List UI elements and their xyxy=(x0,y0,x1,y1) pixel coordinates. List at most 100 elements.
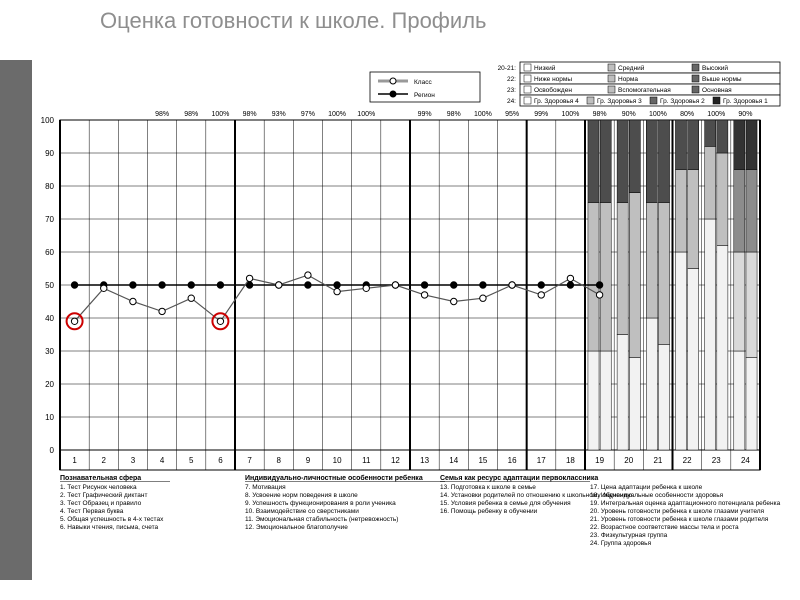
svg-text:14: 14 xyxy=(449,456,458,465)
svg-text:20: 20 xyxy=(45,380,54,389)
svg-text:11: 11 xyxy=(362,456,371,465)
svg-text:19: 19 xyxy=(595,456,604,465)
svg-text:20. Уровень готовности ребенка: 20. Уровень готовности ребенка к школе г… xyxy=(590,507,765,515)
svg-text:99%: 99% xyxy=(418,111,432,118)
svg-text:98%: 98% xyxy=(593,111,607,118)
svg-text:2: 2 xyxy=(102,456,107,465)
svg-text:Норма: Норма xyxy=(618,76,638,83)
svg-text:Гр. Здоровья 4: Гр. Здоровья 4 xyxy=(534,98,579,105)
svg-text:24. Группа здоровья: 24. Группа здоровья xyxy=(590,540,652,547)
svg-text:12: 12 xyxy=(391,456,400,465)
svg-text:50: 50 xyxy=(45,281,54,290)
svg-text:23: 23 xyxy=(712,456,721,465)
svg-text:3: 3 xyxy=(131,456,136,465)
svg-text:22: 22 xyxy=(683,456,692,465)
svg-text:99%: 99% xyxy=(534,111,548,118)
svg-text:6. Навыки чтения, письма, счет: 6. Навыки чтения, письма, счета xyxy=(60,524,159,531)
svg-text:20: 20 xyxy=(624,456,633,465)
svg-text:19. Интегральная оценка адапта: 19. Интегральная оценка адаптационного п… xyxy=(590,499,781,507)
svg-text:Регион: Регион xyxy=(414,92,435,99)
svg-text:16: 16 xyxy=(508,456,517,465)
svg-text:Познавательная сфера: Познавательная сфера xyxy=(60,475,141,482)
svg-text:Освобожден: Освобожден xyxy=(534,86,572,94)
svg-text:100%: 100% xyxy=(649,111,667,118)
svg-text:Ниже нормы: Ниже нормы xyxy=(534,76,572,83)
svg-text:100%: 100% xyxy=(328,111,346,118)
svg-text:30: 30 xyxy=(45,347,54,356)
svg-text:Выше нормы: Выше нормы xyxy=(702,76,742,83)
svg-text:Гр. Здоровья 2: Гр. Здоровья 2 xyxy=(660,98,705,105)
svg-text:22:: 22: xyxy=(507,76,516,83)
svg-text:Низкий: Низкий xyxy=(534,64,556,72)
svg-text:70: 70 xyxy=(45,215,54,224)
svg-text:Средний: Средний xyxy=(618,64,645,72)
svg-text:Основная: Основная xyxy=(702,87,732,94)
svg-text:90%: 90% xyxy=(622,111,636,118)
svg-text:98%: 98% xyxy=(184,111,198,118)
svg-text:98%: 98% xyxy=(447,111,461,118)
svg-text:Высокий: Высокий xyxy=(702,64,728,72)
svg-text:100%: 100% xyxy=(561,111,579,118)
svg-text:Индивидуально-личностные особе: Индивидуально-личностные особенности реб… xyxy=(245,474,423,482)
svg-text:100%: 100% xyxy=(707,111,725,118)
svg-text:98%: 98% xyxy=(243,111,257,118)
svg-text:21. Уровень готовности ребенка: 21. Уровень готовности ребенка к школе г… xyxy=(590,515,769,523)
svg-text:3. Тест Образец и правило: 3. Тест Образец и правило xyxy=(60,499,142,507)
svg-text:Гр. Здоровья 3: Гр. Здоровья 3 xyxy=(597,98,642,105)
svg-text:1: 1 xyxy=(72,456,77,465)
svg-text:80: 80 xyxy=(45,182,54,191)
svg-text:10: 10 xyxy=(45,413,54,422)
chart: 0102030405060708090100123456789101112131… xyxy=(0,0,800,600)
svg-text:20-21:: 20-21: xyxy=(498,65,517,72)
svg-text:100%: 100% xyxy=(211,111,229,118)
svg-text:7. Мотивация: 7. Мотивация xyxy=(245,484,286,491)
svg-text:16. Помощь ребенку в обучении: 16. Помощь ребенку в обучении xyxy=(440,507,538,515)
svg-text:1. Тест Рисунок человека: 1. Тест Рисунок человека xyxy=(60,484,137,491)
svg-text:10: 10 xyxy=(333,456,342,465)
svg-text:12. Эмоциональное благополучие: 12. Эмоциональное благополучие xyxy=(245,523,348,531)
svg-text:9. Успешность функционирования: 9. Успешность функционирования в роли уч… xyxy=(245,500,396,507)
svg-text:2. Тест Графический диктант: 2. Тест Графический диктант xyxy=(60,491,147,499)
svg-text:80%: 80% xyxy=(680,111,694,118)
svg-text:40: 40 xyxy=(45,314,54,323)
svg-text:11. Эмоциональная стабильность: 11. Эмоциональная стабильность (нетревож… xyxy=(245,515,398,523)
svg-text:90: 90 xyxy=(45,149,54,158)
svg-text:90%: 90% xyxy=(738,111,752,118)
svg-text:23. Физкультурная группа: 23. Физкультурная группа xyxy=(590,532,668,539)
svg-text:17. Цена адаптации ребенка к ш: 17. Цена адаптации ребенка к школе xyxy=(590,483,703,491)
svg-text:7: 7 xyxy=(247,456,252,465)
svg-text:Семья как ресурс адаптации пер: Семья как ресурс адаптации первоклассник… xyxy=(440,475,598,482)
svg-text:24: 24 xyxy=(741,456,750,465)
svg-text:Гр. Здоровья 1: Гр. Здоровья 1 xyxy=(723,98,768,105)
svg-text:Вспомогательная: Вспомогательная xyxy=(618,87,671,94)
svg-text:22. Возрастное соответствие ма: 22. Возрастное соответствие массы тела и… xyxy=(590,524,739,531)
svg-text:8. Усвоение норм поведения в ш: 8. Усвоение норм поведения в школе xyxy=(245,492,358,499)
svg-text:4: 4 xyxy=(160,456,165,465)
svg-text:100%: 100% xyxy=(474,111,492,118)
svg-text:21: 21 xyxy=(653,456,662,465)
svg-text:60: 60 xyxy=(45,248,54,257)
svg-text:100%: 100% xyxy=(357,111,375,118)
svg-text:13. Подготовка к школе в семье: 13. Подготовка к школе в семье xyxy=(440,484,536,491)
svg-text:15: 15 xyxy=(478,456,487,465)
svg-text:8: 8 xyxy=(277,456,282,465)
svg-text:0: 0 xyxy=(50,446,55,455)
svg-text:5: 5 xyxy=(189,456,194,465)
svg-text:18: 18 xyxy=(566,456,575,465)
svg-text:24:: 24: xyxy=(507,98,516,105)
svg-text:100: 100 xyxy=(41,116,55,125)
svg-text:5. Общая успешность в 4-х тест: 5. Общая успешность в 4-х тестах xyxy=(60,515,164,523)
svg-text:15. Условия ребенка в семье дл: 15. Условия ребенка в семье для обучения xyxy=(440,499,571,507)
svg-text:13: 13 xyxy=(420,456,429,465)
svg-text:93%: 93% xyxy=(272,111,286,118)
svg-text:4. Тест Первая буква: 4. Тест Первая буква xyxy=(60,507,124,515)
svg-text:95%: 95% xyxy=(505,111,519,118)
svg-text:10. Взаимодействие со сверстни: 10. Взаимодействие со сверстниками xyxy=(245,507,359,515)
svg-text:23:: 23: xyxy=(507,87,516,94)
svg-text:9: 9 xyxy=(306,456,311,465)
svg-text:18. Индивидуальные особенности: 18. Индивидуальные особенности здоровья xyxy=(590,491,724,499)
svg-text:Класс: Класс xyxy=(414,79,432,86)
svg-text:98%: 98% xyxy=(155,111,169,118)
svg-text:97%: 97% xyxy=(301,111,315,118)
svg-text:6: 6 xyxy=(218,456,223,465)
